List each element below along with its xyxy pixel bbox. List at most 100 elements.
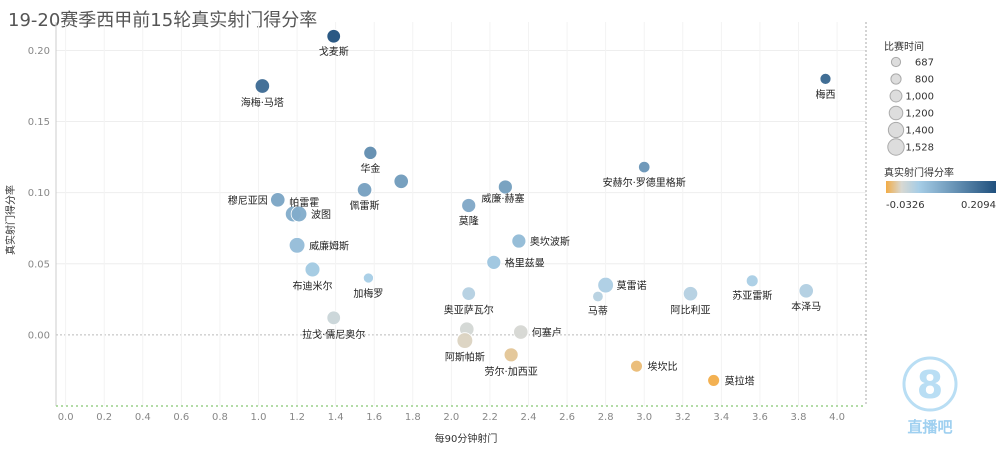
point-label: 莫拉塔 (725, 374, 755, 387)
point-label: 戈麦斯 (319, 45, 349, 58)
data-point (456, 332, 474, 349)
data-point (461, 198, 477, 213)
point-label: 苏亚雷斯 (732, 289, 772, 302)
x-tick-label: 2.0 (443, 412, 459, 423)
color-legend-title: 真实射门得分率 (884, 166, 954, 179)
point-label: 帕雷霍 (289, 196, 319, 209)
x-tick-label: 3.6 (752, 412, 768, 423)
x-tick-label: 3.8 (791, 412, 807, 423)
y-axis-title: 真实射门得分率 (4, 185, 17, 255)
point-label: 何塞卢 (532, 326, 562, 339)
data-point (326, 310, 341, 326)
data-point (503, 347, 519, 363)
point-label: 阿斯帕斯 (445, 351, 485, 364)
point-label: 马蒂 (588, 305, 608, 317)
point-label: 格里兹曼 (505, 256, 545, 269)
data-point (270, 192, 286, 208)
data-point (393, 173, 409, 189)
data-point (592, 290, 604, 303)
x-tick-label: 3.2 (675, 412, 691, 423)
size-legend: 比赛时间 687 800 1,000 1,200 1,400 1,528 (884, 40, 934, 156)
data-point (513, 324, 529, 340)
x-axis-title: 每90分钟射门 (435, 432, 498, 445)
x-tick-label: 1.0 (251, 412, 267, 423)
y-tick-label: 0.00 (28, 330, 50, 341)
data-point (326, 29, 341, 44)
data-point (362, 272, 374, 284)
size-legend-swatch (888, 105, 904, 121)
x-tick-label: 0.2 (96, 412, 112, 423)
point-label: 华金 (360, 162, 380, 175)
x-tick-label: 2.8 (598, 412, 614, 423)
size-legend-label: 1,000 (905, 92, 934, 103)
size-legend-swatch (890, 56, 902, 68)
size-legend-swatch (890, 73, 902, 85)
size-legend-label: 1,400 (905, 126, 934, 137)
data-point (798, 283, 814, 299)
x-tick-label: 2.2 (482, 412, 498, 423)
y-tick-label: 0.15 (28, 117, 50, 128)
point-label: 本泽马 (791, 300, 821, 313)
point-label: 奥亚萨瓦尔 (444, 304, 494, 317)
size-legend-label: 1,528 (905, 143, 934, 154)
x-tick-label: 1.4 (328, 412, 344, 423)
data-point (682, 286, 699, 302)
x-tick-label: 0.6 (173, 412, 189, 423)
size-legend-swatch (889, 89, 903, 103)
data-point (819, 72, 832, 85)
data-points (254, 29, 832, 387)
point-label: 奥坎波斯 (530, 235, 570, 248)
x-tick-label: 3.0 (636, 412, 652, 423)
x-tick-label: 2.6 (559, 412, 575, 423)
size-legend-label: 800 (915, 75, 934, 86)
data-point (461, 286, 476, 301)
point-label: 埃坎比 (648, 360, 678, 373)
color-legend-max: 0.2094 (961, 200, 996, 211)
size-legend-swatch (887, 138, 905, 156)
x-tick-label: 3.4 (713, 412, 729, 423)
size-legend-label: 687 (915, 58, 934, 69)
x-tick-label: 0.0 (58, 412, 74, 423)
point-label: 莫雷诺 (617, 280, 647, 292)
point-label: 梅西 (816, 88, 836, 101)
point-label: 拉戈·儒尼奥尔 (302, 328, 365, 341)
watermark-text: 直播吧 (907, 418, 952, 436)
point-label: 加梅罗 (353, 287, 383, 300)
x-tick-label: 2.4 (521, 412, 537, 423)
x-tick-label: 0.4 (135, 412, 151, 423)
point-label: 海梅·马塔 (241, 96, 284, 109)
chart-title: 19-20赛季西甲前15轮真实射门得分率 (8, 10, 318, 31)
point-label: 威廉姆斯 (309, 239, 349, 252)
point-label: 劳尔·加西亚 (485, 365, 538, 378)
data-point (363, 145, 378, 160)
data-point (707, 374, 720, 387)
x-tick-label: 1.6 (366, 412, 382, 423)
data-point (630, 359, 643, 373)
grid (56, 22, 866, 406)
watermark: 8 直播吧 (902, 356, 958, 436)
data-point (638, 160, 651, 174)
data-point (597, 276, 614, 294)
watermark-digit: 8 (917, 363, 943, 407)
point-label: 莫隆 (459, 214, 479, 227)
data-point (304, 261, 321, 278)
point-label: 佩雷斯 (350, 199, 380, 212)
x-tick-label: 0.8 (212, 412, 228, 423)
data-point (745, 274, 759, 288)
y-tick-label: 0.05 (28, 259, 50, 270)
color-legend: 真实射门得分率 -0.0326 0.2094 (884, 166, 996, 211)
tick-labels: 0.00 0.05 0.10 0.15 0.20 0.0 0.2 0.4 0.6 0.8 1.0 1.… (28, 46, 845, 423)
size-legend-title: 比赛时间 (884, 40, 924, 53)
data-point (497, 179, 513, 195)
axes (55, 22, 867, 407)
x-tick-label: 4.0 (829, 412, 845, 423)
data-point (511, 233, 527, 249)
x-tick-label: 1.8 (405, 412, 421, 423)
point-label: 布迪米尔 (293, 279, 333, 292)
y-tick-label: 0.10 (28, 188, 50, 199)
data-point (288, 237, 306, 254)
data-point (290, 205, 308, 223)
data-point (486, 254, 502, 270)
